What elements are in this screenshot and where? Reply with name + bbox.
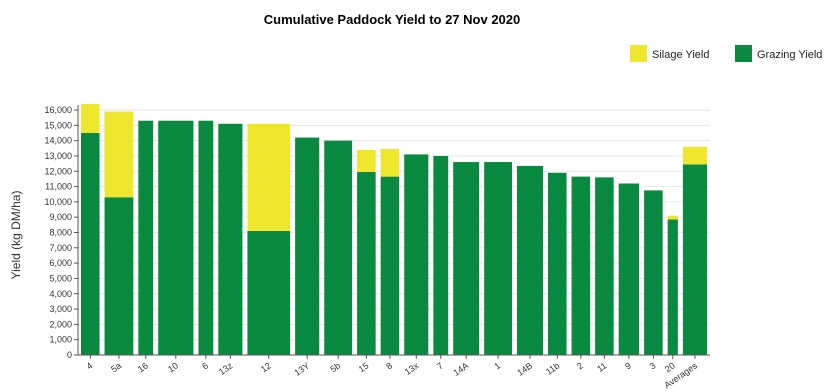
bar-grazing-11 [595, 177, 614, 356]
bar-grazing-14A [453, 162, 480, 355]
bar-silage-12 [247, 123, 291, 231]
x-tick-label: 4 [85, 360, 95, 371]
bar-grazing-4 [81, 132, 100, 355]
y-tick-label: 12,000 [44, 166, 72, 176]
x-tick-label: 11 [595, 360, 608, 374]
y-tick-label: 0 [67, 350, 72, 360]
y-tick-label: 14,000 [44, 136, 72, 146]
bar-grazing-5a [104, 197, 134, 355]
x-tick-label: 7 [435, 360, 445, 371]
y-tick-label: 16,000 [44, 105, 72, 115]
bar-grazing-9 [618, 183, 640, 355]
x-tick-label: 10 [166, 360, 180, 374]
legend-label-grazing: Grazing Yield [757, 49, 822, 61]
bar-grazing-15 [357, 172, 376, 355]
x-tick-label: 9 [623, 360, 633, 371]
y-tick-label: 8,000 [49, 228, 72, 238]
bar-grazing-20 [667, 219, 678, 355]
legend: Silage Yield Grazing Yield [630, 45, 822, 62]
bar-silage-20 [667, 215, 678, 220]
bar-grazing-6 [198, 120, 214, 355]
x-tick-label: 5b [328, 360, 342, 374]
y-tick-label: 13,000 [44, 151, 72, 161]
y-tick-label: 15,000 [44, 120, 72, 130]
legend-label-silage: Silage Yield [652, 49, 710, 61]
x-tick-label: 16 [136, 360, 150, 374]
x-tick-label: 13z [217, 360, 235, 377]
x-tick-label: 2 [575, 360, 585, 371]
y-axis-ticks: 0 1,000 2,000 3,000 4,000 5,000 6,000 7,000 8,00… [44, 105, 78, 360]
x-tick-label: 12 [259, 360, 273, 374]
x-tick-label: 14A [451, 360, 470, 377]
bar-grazing-12 [247, 230, 291, 355]
y-tick-label: 6,000 [49, 258, 72, 268]
bar-silage-Averages [682, 146, 707, 165]
x-tick-label: 13Y [292, 360, 311, 377]
bar-grazing-5b [324, 140, 353, 356]
x-tick-label: 5a [109, 360, 123, 374]
bar-grazing-8 [380, 176, 400, 355]
y-tick-label: 5,000 [49, 273, 72, 283]
bar-grazing-13x [404, 154, 429, 355]
legend-swatch-grazing [735, 45, 752, 62]
x-tick-label: 6 [200, 360, 210, 371]
bar-grazing-13Y [295, 137, 320, 355]
x-tick-label: 13x [403, 360, 421, 377]
bar-silage-5a [104, 111, 134, 198]
x-tick-label: 15 [357, 360, 371, 374]
bar-grazing-1 [484, 162, 513, 355]
bar-grazing-13z [218, 123, 243, 355]
bar-grazing-10 [158, 120, 194, 355]
x-tick-label: 1 [492, 360, 502, 371]
y-tick-label: 9,000 [49, 212, 72, 222]
bar-silage-15 [357, 149, 376, 173]
chart-title: Cumulative Paddock Yield to 27 Nov 2020 [264, 12, 520, 27]
bar-grazing-2 [571, 176, 591, 355]
x-tick-label: 14B [515, 360, 534, 377]
y-tick-label: 11,000 [45, 182, 72, 192]
bar-grazing-16 [138, 120, 154, 355]
bar-silage-8 [380, 149, 400, 177]
y-tick-label: 4,000 [49, 289, 72, 299]
y-tick-label: 7,000 [49, 243, 72, 253]
x-tick-label: 20 [663, 360, 677, 374]
bar-grazing-11b [548, 172, 567, 355]
y-tick-label: 2,000 [49, 319, 72, 329]
y-tick-label: 3,000 [49, 304, 72, 314]
bars [81, 103, 707, 356]
y-tick-label: 1,000 [49, 335, 72, 345]
y-tick-label: 10,000 [44, 197, 72, 207]
x-tick-label: 8 [384, 360, 394, 371]
x-axis-ticks: 4 5a 16 10 6 13z 12 13Y 5b 15 8 13x 7 14A 1 14B 11b 2 11 9 3… [85, 355, 699, 390]
bar-grazing-7 [433, 155, 449, 355]
bar-silage-4 [81, 103, 100, 133]
legend-swatch-silage [630, 45, 647, 62]
x-tick-label: 3 [648, 360, 658, 371]
bar-grazing-14B [517, 165, 543, 355]
bar-grazing-3 [644, 190, 663, 355]
y-axis-label: Yield (kg DM/ha) [9, 191, 23, 280]
bar-grazing-Averages [682, 164, 707, 355]
x-tick-label: 11b [544, 360, 561, 376]
